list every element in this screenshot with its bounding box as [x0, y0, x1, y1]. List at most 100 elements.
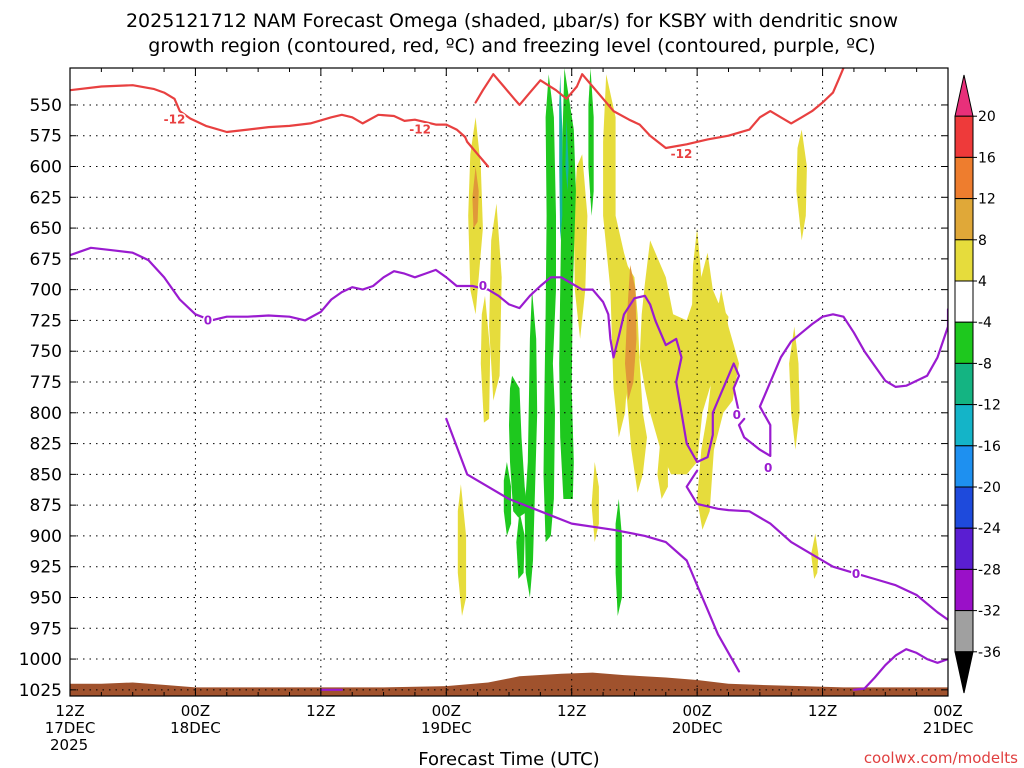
y-tick-label: 875 — [30, 496, 62, 516]
omega-shade — [480, 295, 491, 423]
chart-title-line-2: growth region (contoured, red, ºC) and f… — [148, 35, 875, 57]
contour-label: 0 — [852, 567, 860, 581]
omega-shade — [457, 484, 467, 616]
contour-label: 0 — [733, 408, 741, 422]
colorbar-arrow-top — [954, 74, 974, 117]
colorbar-label: -12 — [978, 398, 1001, 414]
contour-label: -12 — [671, 147, 693, 161]
omega-shade — [691, 228, 706, 389]
contour-line-0 — [737, 308, 948, 457]
y-tick-label: 975 — [30, 619, 62, 639]
colorbar-bin — [954, 198, 974, 241]
colorbar-label: -36 — [978, 645, 1001, 661]
contour-label: 0 — [479, 279, 487, 293]
omega-shade — [796, 129, 807, 241]
omega-shade — [509, 375, 528, 518]
plot-background — [70, 68, 948, 696]
contour-line-0 — [852, 648, 948, 691]
colorbar-bin — [954, 445, 974, 488]
contour-line-0 — [591, 288, 741, 464]
omega-shade — [588, 68, 594, 216]
colorbar-bin — [954, 239, 974, 282]
x-tick-label: 12Z — [808, 702, 837, 720]
colorbar-bin — [954, 486, 974, 529]
colorbar-bin — [954, 362, 974, 406]
contour-line-0 — [445, 417, 741, 673]
x-tick-label: 2025 — [50, 736, 88, 754]
contour-label: 0 — [764, 461, 772, 475]
y-tick-label: 850 — [30, 465, 62, 485]
credit-text: coolwx.com/modelts — [864, 749, 1018, 767]
colorbar-label: 12 — [978, 192, 996, 208]
colorbar-label: -24 — [978, 521, 1001, 537]
colorbar-label: 20 — [978, 109, 996, 125]
x-tick-label: 19DEC — [421, 719, 472, 737]
contour-line-0 — [70, 246, 594, 322]
colorbar-label: -28 — [978, 562, 1001, 578]
plot-content: -12 -12 -12 0 0 0 0 0 — [70, 68, 948, 696]
x-tick-label: 21DEC — [923, 719, 974, 737]
colorbar-label: -20 — [978, 480, 1001, 496]
colorbar-bin — [954, 610, 974, 653]
colorbar-bin — [954, 280, 974, 323]
colorbar-label: -8 — [978, 356, 992, 372]
colorbar-bin — [954, 404, 974, 447]
omega-shade — [615, 499, 622, 616]
x-tick-label: 20DEC — [672, 719, 723, 737]
y-tick-label: 900 — [30, 527, 62, 547]
y-tick-label: 775 — [30, 373, 62, 393]
axes: 550 575 600 625 650 675 700 725 750 775 800 825 850 8… — [19, 67, 974, 754]
colorbar-bin — [954, 568, 974, 612]
y-tick-label: 575 — [30, 127, 62, 147]
terrain-fill — [70, 672, 948, 696]
omega-shade — [524, 289, 538, 598]
x-tick-label: 00Z — [933, 702, 962, 720]
omega-shade — [697, 289, 739, 530]
y-tick-label: 825 — [30, 435, 62, 455]
y-tick-label: 675 — [30, 250, 62, 270]
omega-shade — [565, 117, 569, 192]
y-tick-label: 550 — [30, 96, 62, 116]
y-tick-label: 800 — [30, 404, 62, 424]
colorbar-label: -4 — [978, 315, 992, 331]
colorbar-arrow-bottom — [954, 651, 974, 694]
x-tick-label: 17DEC — [45, 719, 96, 737]
contour-line--12 — [474, 68, 845, 150]
omega-shade — [489, 203, 502, 401]
omega-shade — [543, 74, 556, 543]
y-tick-label: 600 — [30, 158, 62, 178]
contour-label: 0 — [204, 313, 212, 327]
y-tick-label: 750 — [30, 342, 62, 362]
colorbar-label: 4 — [978, 274, 987, 290]
y-tick-label: 725 — [30, 311, 62, 331]
y-tick-label: 700 — [30, 281, 62, 301]
omega-shade — [559, 68, 576, 499]
x-tick-label: 00Z — [682, 702, 711, 720]
omega-shade — [516, 511, 525, 579]
colorbar-bin — [954, 321, 974, 364]
x-axis-title: Forecast Time (UTC) — [418, 749, 599, 768]
omega-shade — [559, 74, 563, 241]
colorbar-label: 16 — [978, 150, 996, 166]
y-tick-label: 650 — [30, 219, 62, 239]
y-tick-label: 625 — [30, 188, 62, 208]
y-tick-label: 1000 — [19, 650, 62, 670]
colorbar-bin — [954, 527, 974, 570]
omega-shade — [591, 462, 599, 543]
omega-shade — [657, 437, 668, 499]
contour-label: -12 — [164, 113, 186, 127]
x-tick-label: 18DEC — [170, 719, 221, 737]
x-tick-label: 12Z — [557, 702, 586, 720]
omega-shade — [639, 240, 729, 475]
omega-shade — [573, 154, 588, 339]
x-tick-label: 12Z — [55, 702, 84, 720]
colorbar: 20 16 12 8 4 -4 -8 -12 -16 -20 -24 -28 -32 -36 — [954, 74, 1001, 694]
contour-line--12 — [70, 84, 467, 139]
omega-shade — [472, 166, 479, 229]
colorbar-bin — [954, 156, 974, 200]
x-tick-label: 00Z — [181, 702, 210, 720]
y-tick-label: 925 — [30, 558, 62, 578]
y-tick-label: 950 — [30, 588, 62, 608]
colorbar-bin — [954, 115, 974, 158]
